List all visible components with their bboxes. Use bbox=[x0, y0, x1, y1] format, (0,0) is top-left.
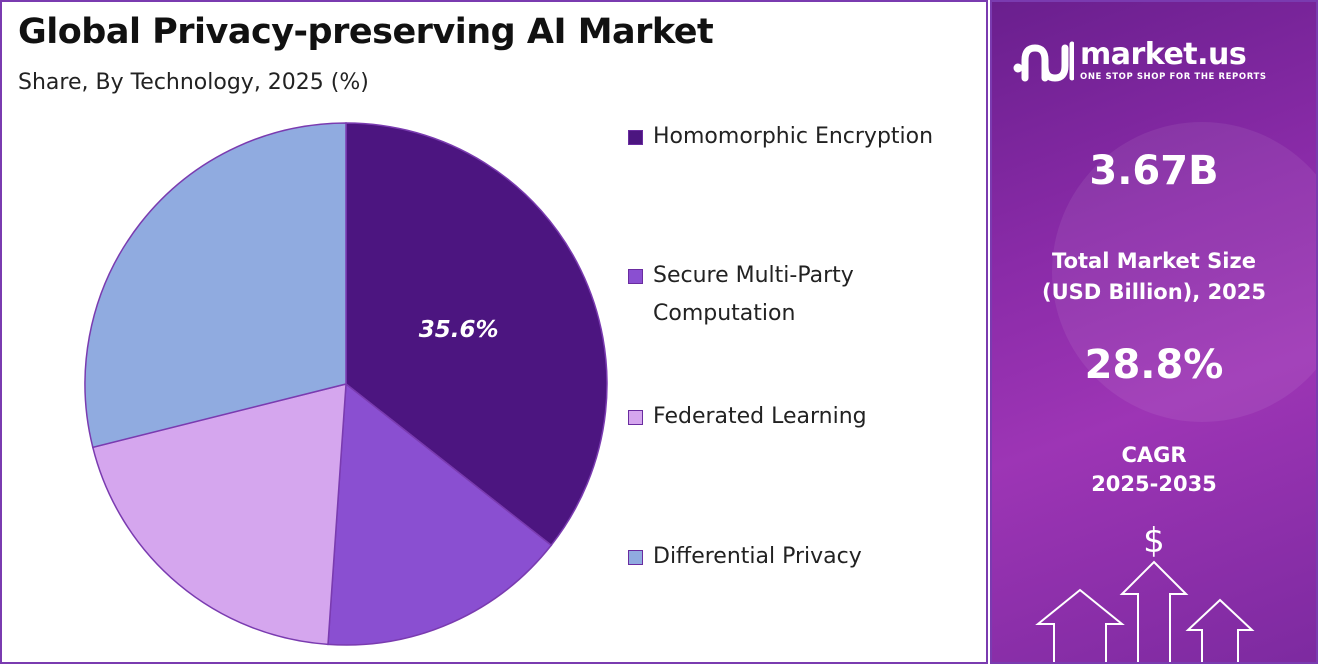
chart-title: Global Privacy-preserving AI Market bbox=[18, 12, 714, 52]
pie-slice-differential-privacy bbox=[84, 122, 347, 449]
legend-label: Federated Learning bbox=[653, 404, 867, 429]
chart-subtitle: Share, By Technology, 2025 (%) bbox=[18, 70, 369, 95]
stats-sidebar: market.us ONE STOP SHOP FOR THE REPORTS … bbox=[990, 0, 1318, 664]
market-size-value: 3.67B bbox=[1089, 148, 1219, 194]
legend-swatch bbox=[628, 410, 643, 425]
legend-item-differential-privacy: Differential Privacy bbox=[628, 543, 862, 576]
legend-label: Differential Privacy bbox=[653, 544, 862, 569]
legend-swatch bbox=[628, 269, 643, 284]
brand-name: market.us bbox=[1080, 37, 1247, 72]
background-glow bbox=[1052, 122, 1316, 422]
pie-slice-secure-multi-party-computation bbox=[327, 382, 553, 646]
cagr-label-line1: CAGR bbox=[1121, 443, 1187, 467]
cagr-value: 28.8% bbox=[1084, 342, 1224, 388]
market-us-logo-icon bbox=[1013, 41, 1074, 82]
market-size-label-line1: Total Market Size bbox=[1052, 249, 1256, 273]
pie-slice-homomorphic-encryption bbox=[345, 122, 608, 547]
legend-item-homomorphic-encryption: Homomorphic Encryption bbox=[628, 123, 933, 156]
cagr-label-line2: 2025-2035 bbox=[1091, 472, 1217, 496]
legend-swatch bbox=[628, 550, 643, 565]
legend-item-secure-multi-party-computation: Secure Multi-Party Computation bbox=[628, 262, 893, 333]
brand-tagline: ONE STOP SHOP FOR THE REPORTS bbox=[1080, 72, 1267, 82]
dollar-icon: $ bbox=[1143, 521, 1165, 561]
legend-item-federated-learning: Federated Learning bbox=[628, 403, 867, 436]
brand-logo: market.us ONE STOP SHOP FOR THE REPORTS bbox=[1012, 38, 1267, 84]
growth-decoration: $ bbox=[1035, 521, 1255, 662]
data-label: 35.6% bbox=[419, 317, 499, 343]
up-arrow-icon bbox=[1035, 560, 1255, 662]
legend-label: Homomorphic Encryption bbox=[653, 124, 934, 149]
pie-chart: 35.6% bbox=[84, 122, 608, 646]
legend-label: Secure Multi-Party Computation bbox=[653, 263, 854, 326]
market-size-label-line2: (USD Billion), 2025 bbox=[1041, 280, 1267, 304]
pie-slice-federated-learning bbox=[91, 383, 347, 646]
legend-swatch bbox=[628, 130, 643, 145]
